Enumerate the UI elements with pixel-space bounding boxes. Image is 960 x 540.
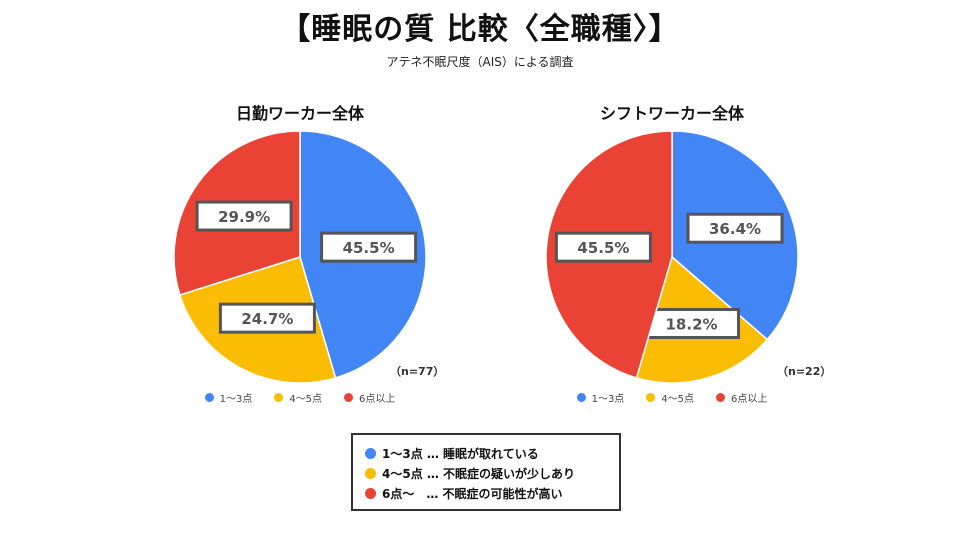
legend-item-1-3: 1〜3点	[204, 390, 253, 405]
key-row: 1〜3点 … 睡眠が取れている	[365, 443, 607, 463]
legend-item-4-5: 4〜5点	[274, 390, 322, 405]
legend-item-1-3: 1〜3点	[576, 390, 625, 405]
pie-svg: 36.4% 18.2% 45.5%	[545, 130, 799, 384]
data-label-6plus: 29.9%	[195, 200, 293, 232]
sample-size-label: （n=77）	[390, 365, 445, 378]
legend-label: 4〜5点	[289, 394, 323, 405]
legend: 1〜3点 4〜5点 6点以上	[150, 390, 450, 405]
data-label-text: 45.5%	[577, 239, 629, 257]
chart-day-workers: 日勤ワーカー全体 45.5% 24.7% 29.9% （n=77） 1〜3点 4〜5点…	[150, 95, 450, 415]
key-label: 4〜5点 … 不眠症の疑いが少しあり	[382, 466, 576, 481]
data-label-box	[643, 307, 741, 339]
legend-label: 1〜3点	[219, 394, 253, 405]
key-label: 6点〜 … 不眠症の可能性が高い	[382, 486, 563, 501]
legend-label: 4〜5点	[661, 394, 695, 405]
data-label-1-3: 36.4%	[686, 212, 784, 244]
data-label-box	[195, 200, 293, 232]
legend-dot-icon	[274, 393, 284, 402]
score-key-box: 1〜3点 … 睡眠が取れている 4〜5点 … 不眠症の疑いが少しあり 6点〜 ……	[351, 433, 621, 511]
data-label-text: 18.2%	[666, 315, 718, 333]
chart-shift-workers: シフトワーカー全体 36.4% 18.2% 45.5% （n=22） 1〜3点 4〜5…	[522, 95, 831, 415]
legend-dot-icon	[646, 393, 656, 402]
key-row: 4〜5点 … 不眠症の疑いが少しあり	[365, 463, 607, 483]
chart-title: シフトワーカー全体	[599, 104, 744, 123]
data-label-4-5: 24.7%	[218, 302, 316, 334]
page-title: 【睡眠の質 比較〈全職種〉】	[280, 12, 680, 47]
chart-title: 日勤ワーカー全体	[235, 104, 364, 123]
data-label-text: 29.9%	[218, 208, 270, 226]
data-label-6plus: 45.5%	[554, 231, 652, 263]
legend-dot-icon	[716, 393, 726, 402]
legend-dot-icon	[576, 393, 586, 402]
data-label-text: 45.5%	[343, 239, 395, 257]
key-dot-icon	[365, 467, 376, 479]
data-label-1-3: 45.5%	[320, 231, 418, 263]
key-dot-icon	[365, 447, 376, 459]
legend-label: 1〜3点	[591, 394, 625, 405]
legend: 1〜3点 4〜5点 6点以上	[522, 390, 822, 405]
data-label-text: 36.4%	[709, 220, 761, 238]
key-row: 6点〜 … 不眠症の可能性が高い	[365, 483, 607, 503]
page-subtitle: アテネ不眠尺度（AIS）による調査	[386, 55, 574, 69]
legend-label: 6点以上	[731, 394, 768, 405]
data-label-box	[218, 302, 316, 334]
data-label-box	[686, 212, 784, 244]
legend-dot-icon	[344, 393, 354, 402]
legend-item-4-5: 4〜5点	[646, 390, 694, 405]
data-label-box	[320, 231, 418, 263]
legend-dot-icon	[204, 393, 214, 402]
data-label-text: 24.7%	[241, 310, 293, 328]
legend-label: 6点以上	[359, 394, 396, 405]
key-dot-icon	[365, 487, 376, 499]
data-label-box	[554, 231, 652, 263]
key-label: 1〜3点 … 睡眠が取れている	[382, 446, 539, 461]
sample-size-label: （n=22）	[777, 365, 832, 378]
legend-item-6plus: 6点以上	[344, 390, 395, 405]
pie-svg: 45.5% 24.7% 29.9%	[173, 130, 427, 384]
legend-item-6plus: 6点以上	[716, 390, 767, 405]
data-label-4-5: 18.2%	[643, 307, 741, 339]
